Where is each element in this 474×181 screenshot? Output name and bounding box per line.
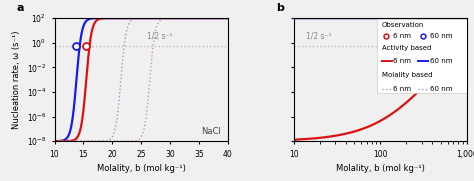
Text: NaCl: NaCl (201, 127, 221, 136)
Text: Molality based: Molality based (382, 72, 432, 78)
X-axis label: Molality, b (mol kg⁻¹): Molality, b (mol kg⁻¹) (97, 164, 186, 173)
FancyBboxPatch shape (377, 19, 470, 93)
Text: 60 nm: 60 nm (429, 86, 452, 92)
Text: AS: AS (449, 22, 460, 31)
Y-axis label: Nucleation rate, ω (s⁻¹): Nucleation rate, ω (s⁻¹) (12, 30, 21, 129)
Text: a: a (17, 3, 24, 13)
Text: 60 nm: 60 nm (429, 33, 452, 39)
X-axis label: Molality, b (mol kg⁻¹): Molality, b (mol kg⁻¹) (336, 164, 425, 173)
Text: b: b (276, 3, 284, 13)
Text: 6 nm: 6 nm (393, 33, 411, 39)
Text: Activity based: Activity based (382, 45, 431, 51)
Text: 6 nm: 6 nm (393, 86, 411, 92)
Text: 60 nm: 60 nm (429, 58, 452, 64)
Text: 1/2 s⁻¹: 1/2 s⁻¹ (147, 32, 173, 41)
Text: 1/2 s⁻¹: 1/2 s⁻¹ (306, 32, 332, 41)
Text: Observation: Observation (382, 22, 424, 28)
Text: 6 nm: 6 nm (393, 58, 411, 64)
